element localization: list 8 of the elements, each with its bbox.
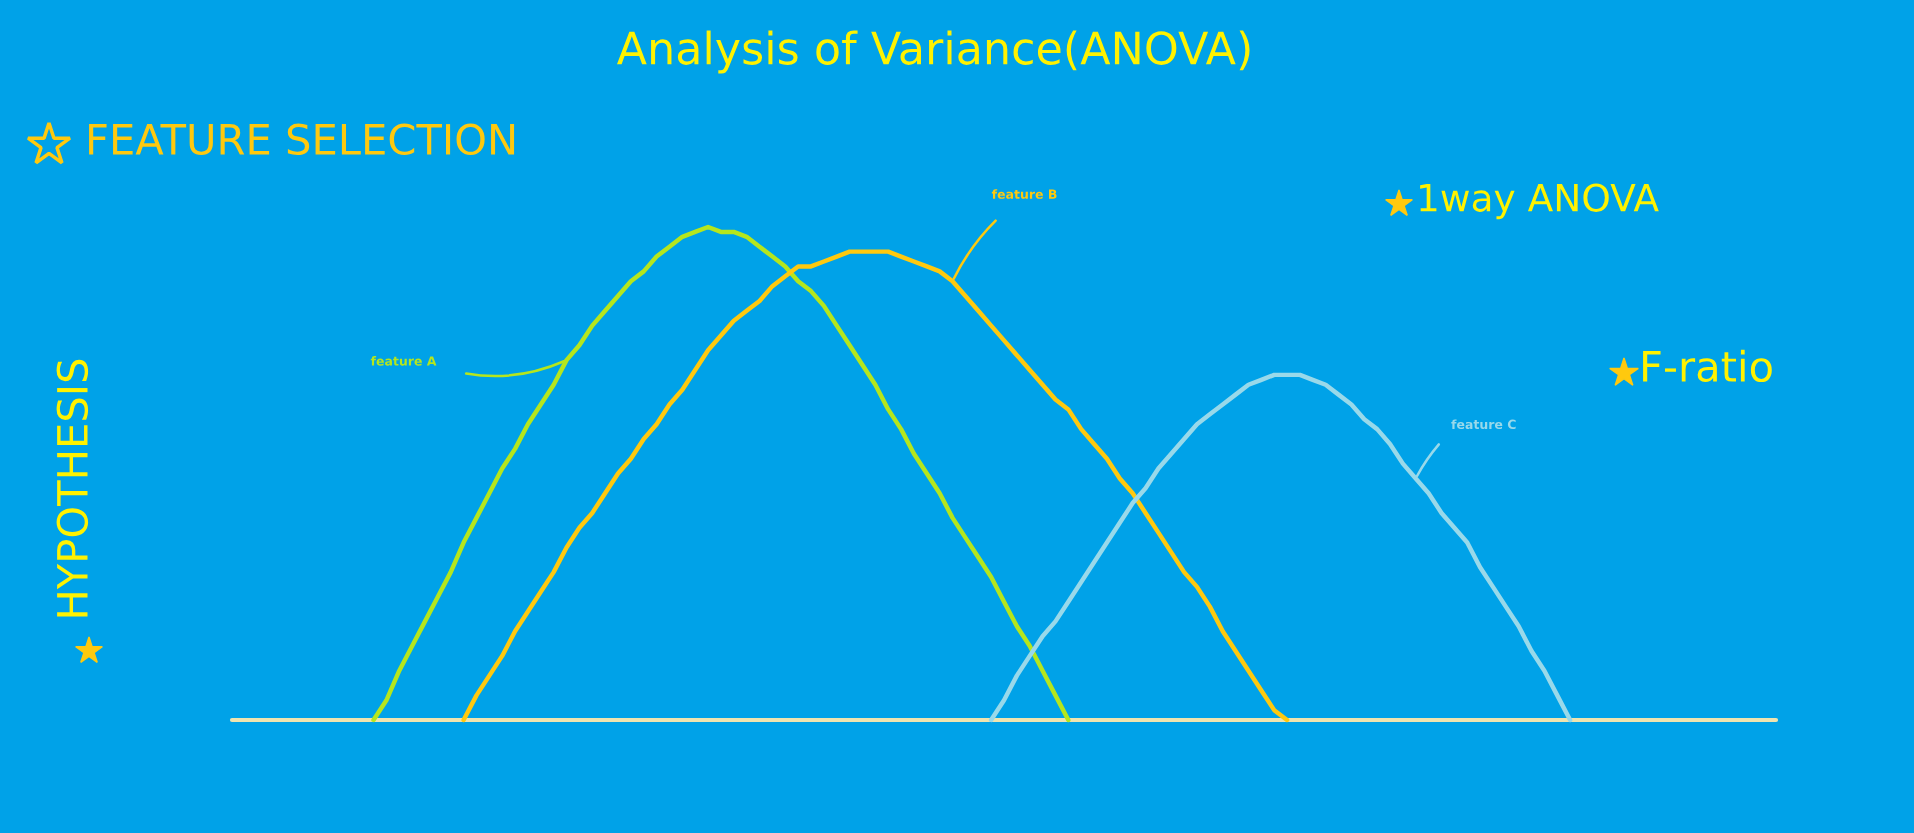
annotation: F-ratio — [1643, 349, 1772, 383]
text: feature A — [370, 356, 437, 366]
text: HYPOTHESIS — [56, 359, 89, 617]
text: feature C — [1451, 419, 1516, 430]
chart-title: Analysis of Variance(ANOVA) — [616, 30, 1250, 74]
text: 1way ANOVA — [1420, 183, 1659, 220]
text: feature B — [991, 189, 1057, 199]
text: FEATURE SELECTION — [89, 123, 515, 156]
